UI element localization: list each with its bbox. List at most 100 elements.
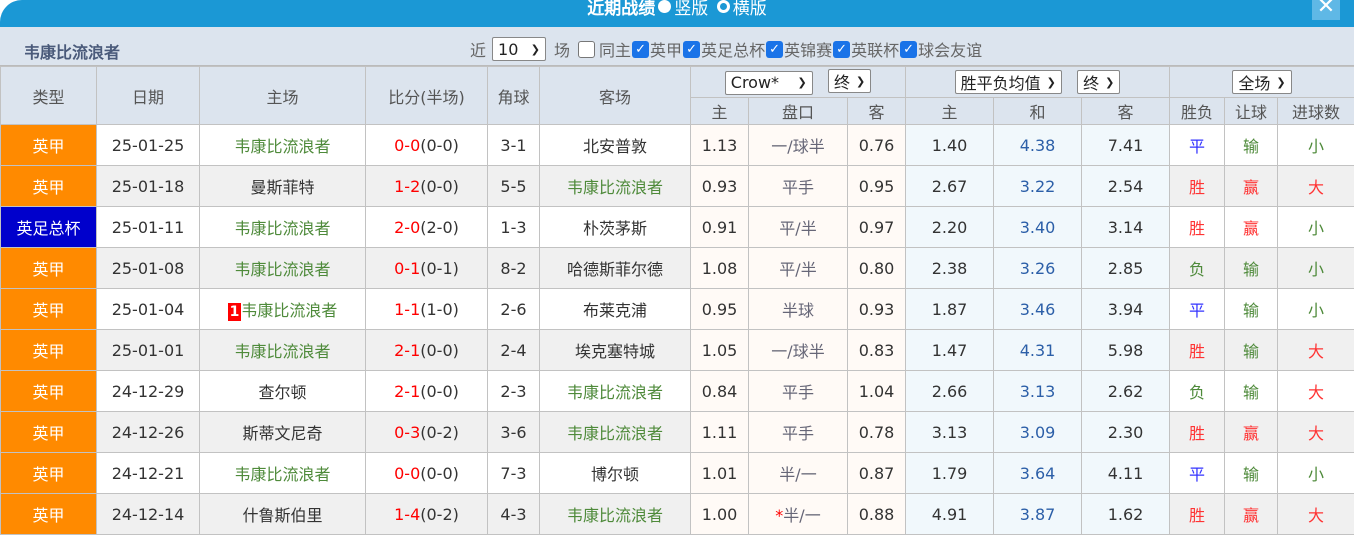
league-checkbox[interactable]: ✓ (683, 41, 700, 58)
odds-draw: 3.09 (994, 412, 1082, 453)
result-ah: 输 (1225, 289, 1278, 330)
score[interactable]: 0-0(0-0) (366, 125, 488, 166)
handicap-home-odds: 1.11 (691, 412, 749, 453)
away-team[interactable]: 哈德斯菲尔德 (540, 248, 691, 289)
away-team[interactable]: 北安普敦 (540, 125, 691, 166)
result-ah: 输 (1225, 248, 1278, 289)
final-select-2[interactable]: 终❯ (1077, 70, 1120, 94)
home-team[interactable]: 韦康比流浪者 (200, 453, 366, 494)
league-checkbox[interactable]: ✓ (632, 41, 649, 58)
team-name: 韦康比流浪者 (24, 39, 120, 63)
odds-draw: 3.40 (994, 207, 1082, 248)
same-home-checkbox[interactable] (578, 41, 595, 58)
odds-draw: 3.13 (994, 371, 1082, 412)
final-select-1[interactable]: 终❯ (828, 69, 871, 93)
score[interactable]: 0-0(0-0) (366, 453, 488, 494)
score[interactable]: 2-1(0-0) (366, 371, 488, 412)
score[interactable]: 2-0(2-0) (366, 207, 488, 248)
odds-away: 4.11 (1082, 453, 1170, 494)
col-o-home: 主 (906, 98, 994, 125)
home-team[interactable]: 韦康比流浪者 (200, 248, 366, 289)
away-team[interactable]: 韦康比流浪者 (540, 412, 691, 453)
away-team[interactable]: 韦康比流浪者 (540, 166, 691, 207)
odds-home: 2.20 (906, 207, 994, 248)
league-checkbox[interactable]: ✓ (833, 41, 850, 58)
results-table: 类型 日期 主场 比分(半场) 角球 客场 Crow*❯ 终❯ 胜平负均值❯ 终… (0, 66, 1354, 535)
away-team[interactable]: 博尔顿 (540, 453, 691, 494)
col-ou: 进球数 (1278, 98, 1354, 125)
match-date: 24-12-29 (97, 371, 200, 412)
period-select[interactable]: 全场❯ (1232, 70, 1291, 94)
handicap-line-text: 半/一 (783, 506, 820, 525)
score[interactable]: 1-4(0-2) (366, 494, 488, 535)
score[interactable]: 0-3(0-2) (366, 412, 488, 453)
away-team[interactable]: 埃克塞特城 (540, 330, 691, 371)
league-checkbox[interactable]: ✓ (900, 41, 917, 58)
match-type[interactable]: 英甲 (1, 412, 97, 453)
result-ah: 输 (1225, 125, 1278, 166)
match-type[interactable]: 英甲 (1, 453, 97, 494)
match-type[interactable]: 英甲 (1, 248, 97, 289)
home-team[interactable]: 斯蒂文尼奇 (200, 412, 366, 453)
close-icon[interactable]: ✕ (1312, 0, 1340, 20)
result-ou: 大 (1278, 166, 1354, 207)
match-date: 25-01-18 (97, 166, 200, 207)
score[interactable]: 2-1(0-0) (366, 330, 488, 371)
away-team[interactable]: 布莱克浦 (540, 289, 691, 330)
company-select[interactable]: Crow*❯ (725, 71, 813, 95)
radio-vertical[interactable] (658, 0, 671, 13)
match-type[interactable]: 英甲 (1, 330, 97, 371)
odds-draw: 4.31 (994, 330, 1082, 371)
result-wl: 胜 (1170, 207, 1225, 248)
home-team[interactable]: 韦康比流浪者 (200, 330, 366, 371)
result-ou: 小 (1278, 289, 1354, 330)
odds-home: 2.66 (906, 371, 994, 412)
odds-draw: 3.26 (994, 248, 1082, 289)
score[interactable]: 1-2(0-0) (366, 166, 488, 207)
score[interactable]: 0-1(0-1) (366, 248, 488, 289)
home-team[interactable]: 韦康比流浪者 (200, 125, 366, 166)
odds-home: 3.13 (906, 412, 994, 453)
match-date: 25-01-08 (97, 248, 200, 289)
half-time-score: (0-2) (420, 505, 459, 524)
match-type[interactable]: 英甲 (1, 289, 97, 330)
corner-score: 8-2 (488, 248, 540, 289)
handicap-home-odds: 1.05 (691, 330, 749, 371)
full-time-score: 1-2 (394, 177, 420, 196)
chevron-down-icon: ❯ (798, 76, 807, 89)
away-team[interactable]: 韦康比流浪者 (540, 494, 691, 535)
home-team[interactable]: 曼斯菲特 (200, 166, 366, 207)
match-type[interactable]: 英甲 (1, 125, 97, 166)
match-type[interactable]: 英甲 (1, 371, 97, 412)
result-ah: 输 (1225, 371, 1278, 412)
match-type[interactable]: 英足总杯 (1, 207, 97, 248)
radio-horizontal[interactable] (717, 0, 730, 13)
col-h-away: 客 (848, 98, 906, 125)
home-team[interactable]: 韦康比流浪者 (200, 207, 366, 248)
count-select[interactable]: 10❯ (492, 37, 546, 61)
home-team[interactable]: 查尔顿 (200, 371, 366, 412)
match-type[interactable]: 英甲 (1, 494, 97, 535)
away-team[interactable]: 朴茨茅斯 (540, 207, 691, 248)
odds-type-select[interactable]: 胜平负均值❯ (955, 70, 1062, 94)
match-type[interactable]: 英甲 (1, 166, 97, 207)
score[interactable]: 1-1(1-0) (366, 289, 488, 330)
league-checkbox[interactable]: ✓ (766, 41, 783, 58)
away-team[interactable]: 韦康比流浪者 (540, 371, 691, 412)
col-corner: 角球 (488, 67, 540, 125)
home-team[interactable]: 什鲁斯伯里 (200, 494, 366, 535)
handicap-home-odds: 1.01 (691, 453, 749, 494)
result-ou: 小 (1278, 248, 1354, 289)
match-date: 25-01-11 (97, 207, 200, 248)
